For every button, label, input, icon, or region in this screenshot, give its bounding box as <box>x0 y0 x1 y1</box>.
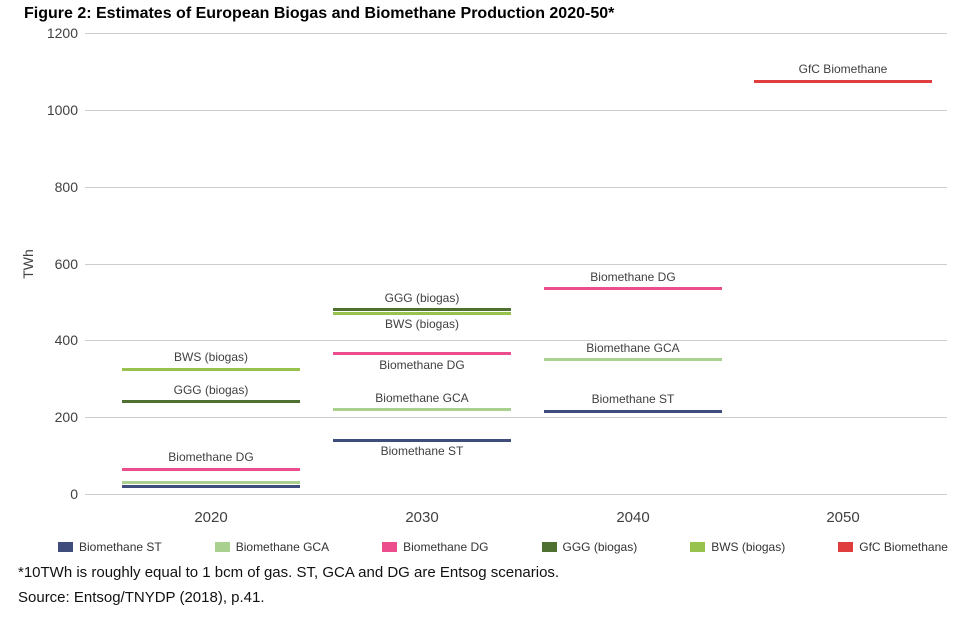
y-tick-label: 1000 <box>46 101 78 118</box>
legend-label: GGG (biogas) <box>562 540 638 554</box>
segment-label: Biomethane DG <box>168 450 254 464</box>
segment-label: GfC Biomethane <box>798 62 888 76</box>
y-tick-label: 0 <box>70 486 78 502</box>
legend-swatch <box>58 542 73 552</box>
legend-label: BWS (biogas) <box>711 540 786 554</box>
y-tick-label: 400 <box>54 332 78 349</box>
y-tick-label: 200 <box>54 409 78 426</box>
x-tick-label: 2030 <box>405 509 439 526</box>
legend-item: GfC Biomethane <box>838 540 948 554</box>
legend-swatch <box>382 542 398 552</box>
chart-plot-area: BWS (biogas) GGG (biogas) Biomethane DG GGG… <box>85 33 947 495</box>
segment-label: Biomethane ST <box>380 444 464 459</box>
gridline-1200 <box>85 33 947 34</box>
legend-item: Biomethane DG <box>382 540 489 554</box>
source-note: Source: Entsog/TNYDP (2018), p.41. <box>18 589 265 606</box>
legend-item: BWS (biogas) <box>690 540 785 554</box>
y-tick-label: 600 <box>54 255 78 272</box>
segment-label: BWS (biogas) <box>384 317 460 332</box>
series-line <box>122 467 300 471</box>
legend-swatch <box>690 542 706 552</box>
y-tick-label: 1200 <box>46 25 78 41</box>
x-tick-label: 2020 <box>194 509 228 526</box>
legend-item: GGG (biogas) <box>541 540 638 554</box>
series-line <box>122 481 300 484</box>
series-line <box>333 352 511 356</box>
series-line <box>544 358 722 361</box>
legend-swatch <box>541 542 557 552</box>
legend-item: Biomethane GCA <box>214 540 330 554</box>
segment-label: GGG (biogas) <box>384 290 460 305</box>
legend-label: Biomethane ST <box>79 540 162 554</box>
series-line <box>122 400 300 404</box>
segment-label: Biomethane GCA <box>375 390 469 405</box>
series-line <box>544 409 722 413</box>
gridline-0 <box>85 494 947 495</box>
gridline-200 <box>85 417 947 419</box>
segment-label: Biomethane DG <box>590 269 676 284</box>
series-line <box>122 367 300 371</box>
gridline-400 <box>85 340 947 342</box>
segment-label: BWS (biogas) <box>173 350 249 365</box>
legend-label: GfC Biomethane <box>859 540 948 554</box>
series-line <box>333 308 511 312</box>
segment-label: GGG (biogas) <box>173 382 249 397</box>
series-line <box>754 79 932 83</box>
gridline-800 <box>85 186 947 188</box>
x-tick-label: 2040 <box>616 509 650 526</box>
series-line <box>544 287 722 290</box>
legend-swatch <box>838 542 854 552</box>
series-line <box>333 438 511 442</box>
y-tick-label: 800 <box>54 178 78 195</box>
x-tick-label: 2050 <box>826 509 860 526</box>
series-line <box>333 311 511 315</box>
legend-swatch <box>214 542 230 552</box>
segment-label: Biomethane DG <box>379 357 465 372</box>
figure-title: Figure 2: Estimates of European Biogas a… <box>24 5 615 22</box>
segment-label: Biomethane GCA <box>586 340 680 355</box>
legend-label: Biomethane GCA <box>235 540 330 554</box>
segment-label: Biomethane ST <box>591 392 675 407</box>
series-line <box>333 408 511 411</box>
chart-legend: Biomethane ST Biomethane GCA Biomethane DG… <box>58 540 948 554</box>
legend-label: Biomethane DG <box>403 540 489 554</box>
gridline-600 <box>85 263 947 265</box>
series-line <box>122 484 300 488</box>
gridline-1000 <box>85 109 947 111</box>
legend-item: Biomethane ST <box>58 540 162 554</box>
footnote: *10TWh is roughly equal to 1 bcm of gas.… <box>18 564 560 581</box>
